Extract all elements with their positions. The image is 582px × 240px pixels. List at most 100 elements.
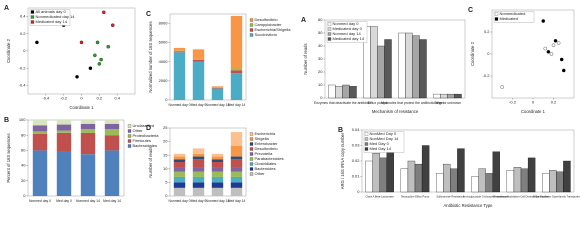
x-tick-label: Nonmed day 14 [206, 199, 230, 203]
bar-segment [211, 171, 224, 177]
x-tick-label: 0 [80, 96, 83, 101]
y-axis-title: Coordinate 2 [6, 38, 11, 63]
legend-label: Proteobacteria [133, 133, 160, 138]
legend-label: Medicated [500, 16, 518, 21]
legend-label: Clostridiales [255, 161, 277, 166]
legend-swatch [327, 27, 332, 31]
legend-box [493, 11, 535, 23]
bar-segment [32, 131, 48, 134]
y-axis-title: Percent of 16S sequences [6, 133, 11, 182]
bar [433, 93, 441, 99]
legend-label: Other [133, 128, 144, 133]
y-tick-label: 0 [23, 48, 26, 53]
legend-swatch [127, 144, 132, 148]
y-tick-label: 100 [19, 117, 26, 122]
point [95, 40, 100, 45]
legend-swatch [364, 147, 369, 151]
bar-segment [192, 61, 205, 100]
bar-segment [56, 124, 72, 131]
y-tick-label: 0.03 [352, 143, 361, 148]
legend-label: Bacteroides [255, 166, 276, 171]
bar-segment [211, 88, 224, 100]
x-tick-label: Molecules that protect the antibiotic ta… [381, 101, 444, 105]
x-tick-label: 0.2 [97, 96, 103, 101]
legend-box [363, 131, 405, 153]
bar [400, 168, 409, 193]
y-tick-label: 0.2 [484, 29, 490, 34]
x-tick-label: Resistance-Nodulation-Cell Division Tran… [493, 195, 548, 199]
y-tick-label: 0.02 [352, 158, 361, 163]
legend-swatch [249, 152, 254, 156]
bar-segment [80, 132, 96, 155]
bar-segment [211, 182, 224, 188]
bar-segment [192, 153, 205, 157]
legend-swatch [249, 157, 254, 161]
bar [542, 173, 550, 193]
bar [556, 171, 564, 193]
y-axis-title: Number of reads [303, 43, 308, 74]
bar [421, 145, 430, 193]
bar-segment [173, 187, 186, 196]
y-axis-title: Number of reads [148, 146, 153, 177]
legend-label: Desulfovibrio [255, 17, 279, 22]
bar-segment [211, 156, 224, 160]
y-tick-label: 40 [318, 43, 323, 48]
legend-label: Escherichia/Shigella [255, 27, 292, 32]
bar [457, 148, 465, 193]
legend-box [326, 21, 368, 43]
x-tick-label: Med day 14 [103, 199, 121, 203]
bar-segment [173, 162, 186, 168]
legend-swatch [249, 132, 254, 136]
y-tick-label: 0 [23, 193, 26, 198]
legend-label: Other [255, 171, 266, 176]
bar-segment [192, 187, 205, 196]
bar-segment [230, 182, 243, 188]
x-tick-label: Nonmed day 0 [168, 103, 190, 107]
legend-label: Medicated day 14 [333, 36, 365, 41]
point [75, 75, 79, 79]
legend-swatch [30, 20, 35, 24]
legend-swatch [249, 172, 254, 176]
legend-swatch [127, 139, 132, 143]
bar-segment [56, 130, 72, 133]
legend-swatch [364, 137, 369, 141]
bar-segment [104, 120, 120, 124]
bar-segment [192, 156, 205, 160]
bar-segment [192, 58, 205, 60]
bar [405, 32, 413, 99]
x-tick-label: Efflux pumps [368, 101, 388, 105]
y-tick-label: 0 [165, 97, 168, 102]
y-axis-title: Normalized number of 16S sequences [148, 21, 153, 92]
point [543, 46, 548, 51]
legend-label: Medicated day 14 [36, 19, 68, 24]
bar-segment [173, 153, 186, 157]
bar-segment [230, 159, 243, 168]
legend-label: Prevotella [255, 151, 274, 156]
legend-label: Parabacteroides [255, 156, 284, 161]
legend-label: Succinivibrio [255, 32, 278, 37]
bar-segment [192, 148, 205, 154]
bar [407, 160, 416, 193]
y-axis-title: ARG / 16S rRNA copy number [340, 132, 345, 189]
bar [506, 170, 515, 193]
bar [349, 86, 357, 99]
legend-label: Medicated day 0 [333, 26, 363, 31]
legend-swatch [364, 142, 369, 146]
legend-label: Escherichia [255, 131, 276, 136]
x-tick-label: -0.4 [42, 96, 50, 101]
legend-label: All animals day 0 [36, 9, 67, 14]
bar [365, 160, 373, 193]
y-tick-label: -0.2 [19, 65, 27, 70]
y-tick-label: 0 [357, 189, 360, 194]
point [546, 50, 551, 54]
bar-segment [211, 187, 224, 196]
bar [379, 157, 387, 193]
legend-box [29, 9, 71, 26]
legend-swatch [127, 124, 132, 128]
legend-swatch [249, 23, 254, 27]
bar-segment [32, 120, 48, 126]
legend-swatch [249, 142, 254, 146]
panel-label: B [338, 127, 343, 134]
point [110, 23, 115, 27]
plot-area [27, 119, 125, 197]
